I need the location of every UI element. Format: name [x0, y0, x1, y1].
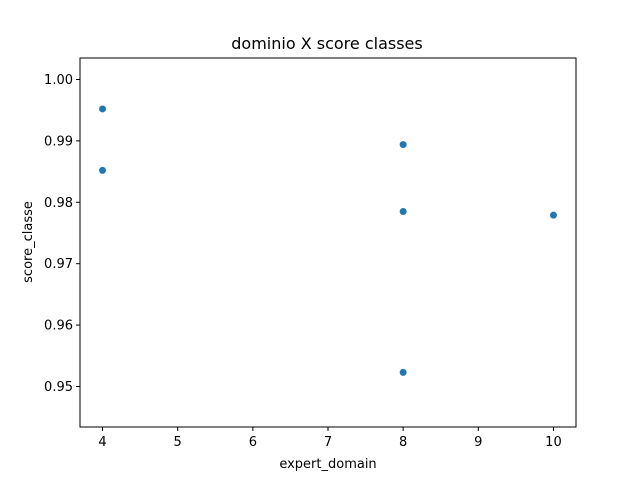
- y-tick-label: 0.97: [44, 257, 73, 272]
- x-tick-label: 9: [474, 435, 482, 450]
- plot-frame: [79, 57, 577, 428]
- chart-title: dominio X score classes: [231, 34, 422, 53]
- x-tick-label: 5: [174, 435, 182, 450]
- x-axis: 4 5 6 7 8 9 10: [98, 427, 562, 450]
- plot-area: [99, 105, 557, 376]
- y-tick-label: 0.96: [44, 319, 73, 334]
- data-point: [399, 207, 407, 215]
- y-tick-label: 1.00: [44, 73, 73, 88]
- data-point: [549, 211, 557, 219]
- data-point: [99, 105, 107, 113]
- x-tick-label: 8: [399, 435, 407, 450]
- x-tick-label: 4: [98, 435, 106, 450]
- y-axis-label: score_classe: [21, 201, 36, 283]
- data-point: [399, 368, 407, 376]
- data-point: [399, 141, 407, 149]
- y-tick-label: 0.95: [44, 380, 73, 395]
- x-axis-label: expert_domain: [279, 457, 376, 472]
- y-tick-label: 0.99: [44, 134, 73, 149]
- x-tick-label: 6: [249, 435, 257, 450]
- y-tick-label: 0.98: [44, 196, 73, 211]
- x-tick-label: 7: [324, 435, 332, 450]
- data-point: [99, 166, 107, 174]
- x-tick-label: 10: [545, 435, 562, 450]
- y-axis: 0.95 0.96 0.97 0.98 0.99 1.00: [44, 73, 80, 395]
